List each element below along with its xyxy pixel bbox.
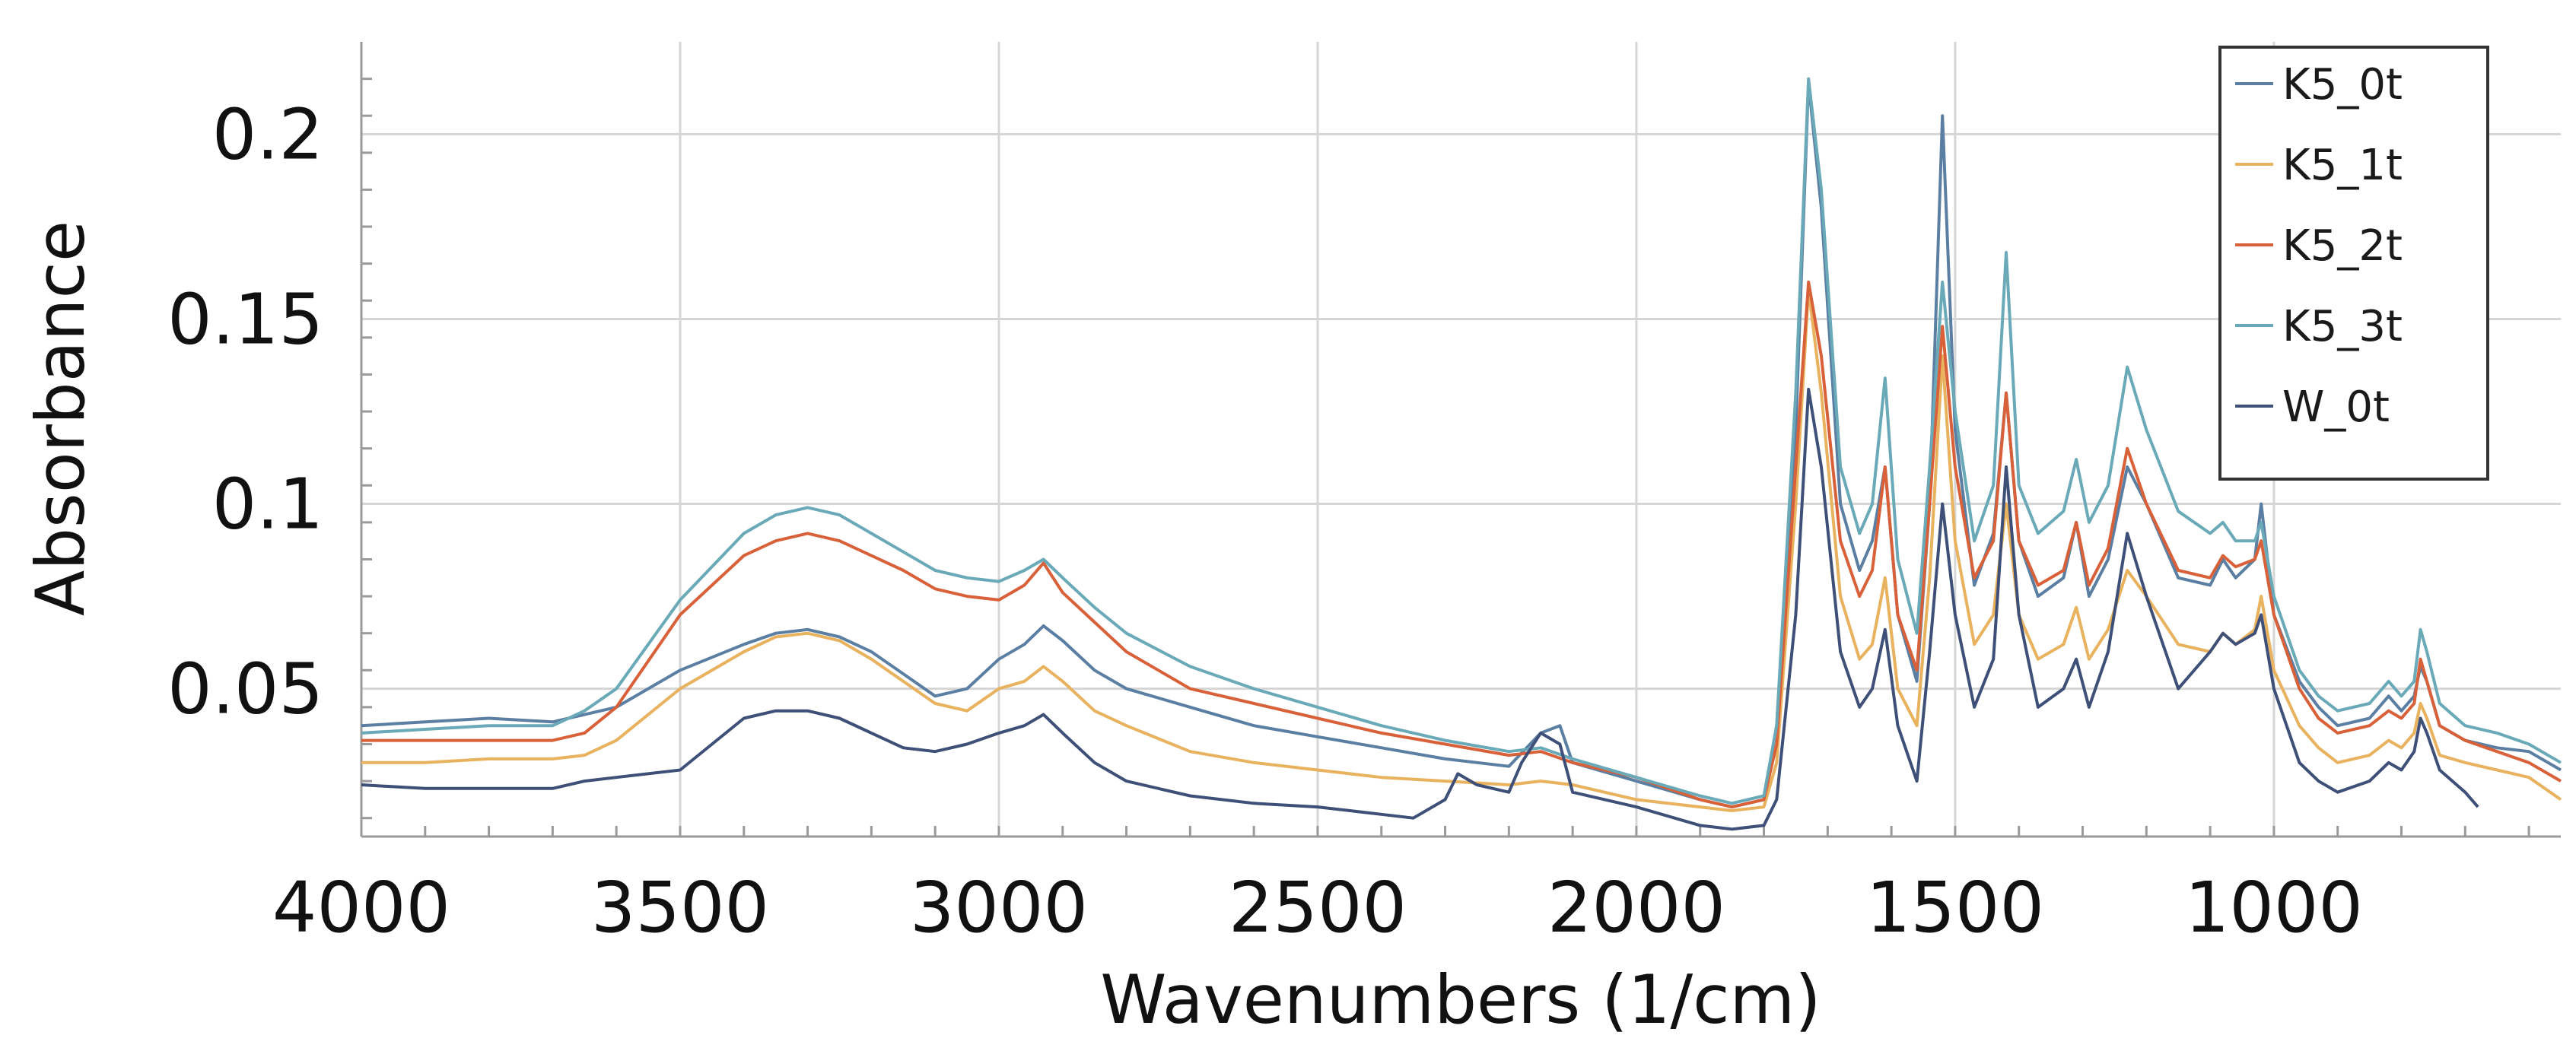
x-tick-label: 2000	[1547, 867, 1725, 948]
series-line-k5-2t	[361, 280, 2562, 809]
y-tick-label: 0.1	[212, 464, 323, 545]
series-lines	[361, 77, 2562, 831]
legend-label: K5_0t	[2282, 60, 2403, 110]
legend: K5_0t K5_1t K5_2t K5_3t W_0t	[2218, 46, 2489, 481]
series-line-w-0t	[361, 387, 2479, 831]
series-line-k5-3t	[361, 77, 2562, 805]
y-axis-title: Absorbance	[21, 221, 100, 616]
minor-ticks	[361, 78, 2530, 837]
x-tick-label: 3000	[910, 867, 1088, 948]
legend-label: K5_2t	[2282, 221, 2403, 271]
x-tick-label: 4000	[272, 867, 450, 948]
x-tick-label: 2500	[1229, 867, 1407, 948]
y-tick-label: 0.05	[167, 649, 323, 730]
legend-label: K5_3t	[2282, 302, 2403, 351]
tick-labels: 4000 3500 3000 2500 2000 1500 1000 0.05 0.1 0.15 0…	[167, 94, 2363, 948]
x-axis-title: Wavenumbers (1/cm)	[1100, 961, 1821, 1039]
y-tick-label: 0.2	[212, 94, 323, 176]
legend-label: K5_1t	[2282, 141, 2403, 190]
y-tick-label: 0.15	[167, 279, 323, 360]
series-line-k5-1t	[361, 287, 2562, 812]
x-tick-label: 1500	[1866, 867, 2044, 948]
x-tick-label: 1000	[2185, 867, 2363, 948]
x-tick-label: 3500	[591, 867, 769, 948]
legend-label: W_0t	[2282, 383, 2390, 432]
series-line-k5-0t	[361, 81, 2562, 809]
axes	[360, 42, 2561, 838]
